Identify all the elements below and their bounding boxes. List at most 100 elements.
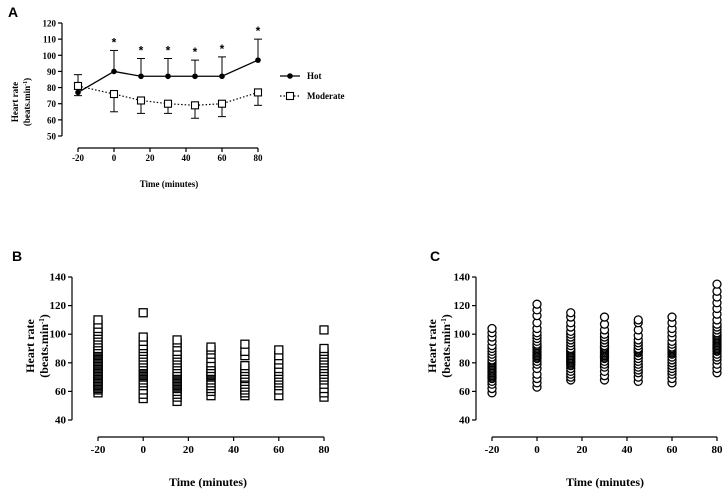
data-point-hot — [138, 73, 144, 80]
significance-asterisk: * — [166, 44, 171, 58]
data-point-moderate — [73, 81, 83, 91]
panel-b-ytick-label: 60 — [55, 386, 67, 398]
panel-c-xtick-label: 80 — [712, 444, 724, 456]
data-point-hot — [219, 73, 225, 80]
data-point-moderate — [136, 96, 146, 105]
panel-b: B 40 60 80 100 120 140 -20 0 20 40 60 80 Time (minu… — [12, 248, 330, 489]
panel-c-letter: C — [430, 248, 440, 264]
panel-b-xtick-label: 40 — [228, 444, 240, 456]
panel-a-xtick-label: 40 — [182, 153, 192, 163]
panel-b-data-point — [319, 325, 329, 335]
panel-b-ytick-label: 100 — [50, 329, 67, 341]
panel-a-ytick-label: 60 — [47, 115, 57, 125]
panel-b-ylabel-line1: Heart rate — [23, 319, 37, 373]
significance-asterisk: * — [112, 35, 117, 49]
panel-c-ytick-label: 140 — [454, 272, 471, 284]
panel-c-ytick-label: 40 — [459, 415, 471, 427]
panel-a-ytick-label: 90 — [47, 67, 57, 77]
panel-c: C 40 60 80 100 120 140 -20 0 20 40 60 80 Time (minu… — [425, 248, 723, 489]
panel-c-xtick-label: 0 — [534, 444, 540, 456]
panel-b-data-point — [206, 342, 216, 352]
data-point-moderate — [190, 101, 200, 110]
data-point-hot — [111, 68, 117, 75]
panel-a-ytick-label: 120 — [43, 19, 57, 29]
data-point-hot — [165, 73, 171, 80]
panel-b-ytick-label: 40 — [55, 415, 67, 427]
panel-c-data-point — [487, 323, 497, 334]
panel-a-ytick-label: 110 — [43, 35, 57, 45]
significance-asterisk: * — [139, 44, 144, 58]
panel-b-xtick-label: 60 — [273, 444, 285, 456]
panel-b-data-point — [138, 308, 148, 318]
panel-a-ylabel-exp: -1 — [23, 81, 29, 86]
significance-asterisk: * — [220, 42, 225, 56]
data-point-moderate — [109, 89, 119, 99]
legend-marker-hot — [287, 73, 293, 79]
panel-b-xtick-label: 0 — [140, 444, 146, 456]
panel-b-ylabel-unit: (beats.min — [37, 324, 51, 378]
data-point-moderate — [163, 99, 173, 108]
panel-a-xtick-label: 0 — [112, 153, 117, 163]
panel-a-xtick-label: 60 — [218, 153, 228, 163]
panel-b-data-point — [93, 315, 103, 325]
panel-a-ytick-label: 50 — [47, 132, 57, 142]
panel-c-ytick-label: 120 — [454, 300, 471, 312]
panel-a-xtick-label: 20 — [146, 153, 156, 163]
panel-b-data-point — [172, 335, 182, 345]
panel-b-data-point — [240, 339, 250, 349]
data-point-hot — [192, 73, 198, 80]
significance-asterisk: * — [256, 24, 261, 38]
panel-b-ylabel-close: ) — [37, 314, 51, 318]
panel-b-xtick-label: -20 — [91, 444, 106, 456]
panel-b-data-point — [274, 345, 284, 355]
data-point-hot — [255, 57, 261, 63]
panel-b-xtick-label: 80 — [319, 444, 331, 456]
panel-a: A 50 60 70 80 90 100 110 120 -20 0 20 40 60 80 * * * * * *… — [8, 4, 344, 189]
panel-c-data-point — [532, 299, 542, 309]
panel-c-ylabel-exp: -1 — [440, 318, 448, 324]
panel-a-ytick-label: 80 — [47, 83, 57, 93]
panel-c-ytick-label: 100 — [454, 329, 471, 341]
data-point-moderate — [253, 88, 263, 97]
panel-a-ylabel-line2: (beats.min-1) — [22, 78, 32, 126]
panel-b-data-point — [138, 332, 148, 342]
panel-a-ylabel-unit: (beats.min — [22, 86, 32, 126]
panel-b-xlabel: Time (minutes) — [169, 475, 247, 489]
panel-a-xlabel: Time (minutes) — [140, 179, 199, 189]
panel-b-ytick-label: 80 — [55, 357, 67, 369]
panel-a-xtick-label: 80 — [254, 153, 264, 163]
legend-label-moderate: Moderate — [307, 91, 344, 101]
data-point-moderate — [217, 99, 227, 108]
panel-c-ylabel-line1: Heart rate — [425, 319, 439, 373]
panel-b-data-point — [319, 343, 329, 354]
panel-c-data-point — [633, 315, 643, 325]
panel-b-ytick-label: 120 — [50, 300, 67, 312]
panel-a-ylabel-close: ) — [22, 78, 32, 81]
panel-c-ylabel-line2: (beats.min-1) — [439, 314, 453, 378]
panel-c-xlabel: Time (minutes) — [566, 475, 644, 489]
panel-c-xtick-label: 20 — [577, 444, 589, 456]
panel-b-letter: B — [12, 248, 22, 264]
panel-b-ylabel-line2: (beats.min-1) — [37, 314, 51, 378]
panel-c-xtick-label: 60 — [667, 444, 679, 456]
significance-asterisk: * — [193, 45, 198, 59]
panel-b-ylabel-exp: -1 — [38, 318, 46, 324]
panel-c-ylabel-close: ) — [439, 314, 453, 318]
panel-c-ytick-label: 60 — [459, 386, 471, 398]
panel-b-ytick-label: 140 — [50, 272, 67, 284]
panel-a-letter: A — [8, 4, 18, 20]
legend-label-hot: Hot — [307, 71, 322, 81]
panel-c-data-point — [667, 312, 677, 322]
panel-c-data-point — [566, 308, 576, 318]
panel-c-data-point — [712, 279, 722, 289]
panel-c-data-point — [599, 312, 610, 322]
legend-marker-moderate — [285, 91, 295, 101]
panel-a-ytick-label: 70 — [47, 99, 57, 109]
panel-b-data-point — [240, 361, 250, 371]
panel-c-ylabel-unit: (beats.min — [439, 324, 453, 378]
data-point-hot — [75, 89, 81, 96]
panel-c-xtick-label: 40 — [622, 444, 634, 456]
panel-a-ytick-label: 100 — [43, 51, 57, 61]
panel-a-ylabel-line1: Heart rate — [10, 82, 20, 122]
